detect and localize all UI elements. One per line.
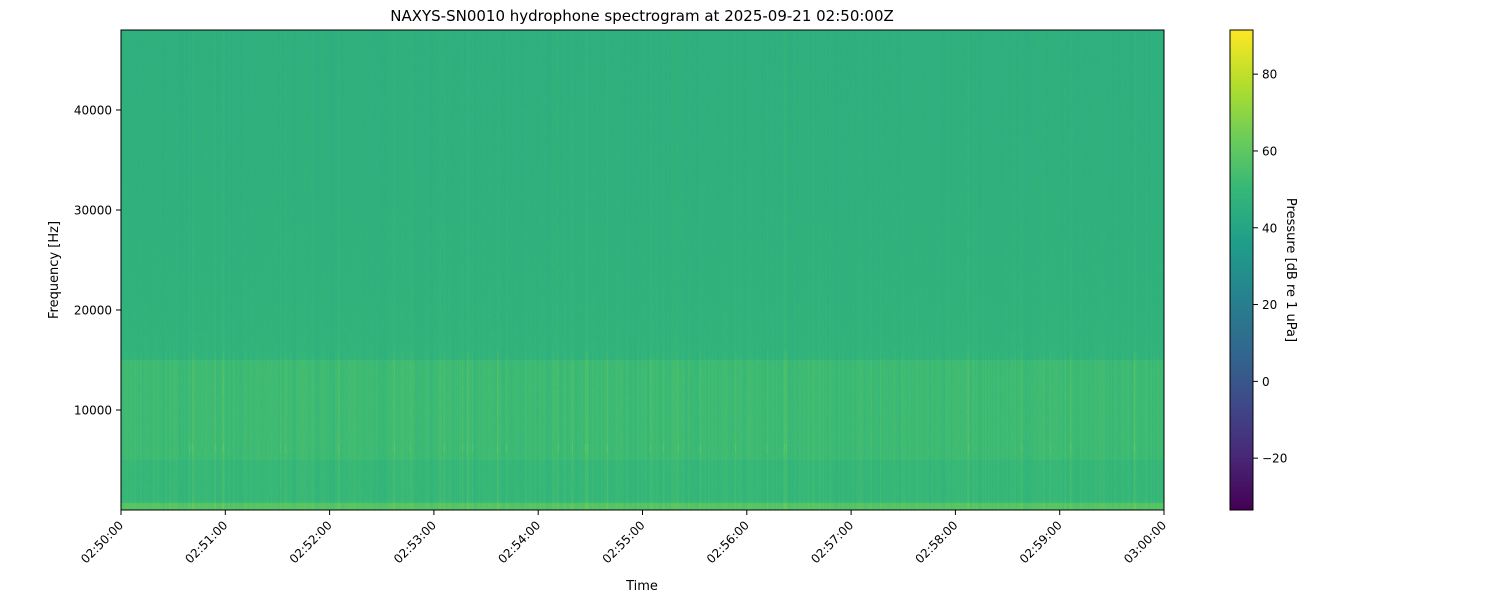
chart-title: NAXYS-SN0010 hydrophone spectrogram at 2… (390, 7, 894, 25)
y-tick-label: 40000 (74, 104, 112, 118)
x-tick-label: 02:59:00 (1017, 518, 1065, 566)
spectrogram-image (121, 30, 1164, 510)
x-tick-label: 02:56:00 (704, 518, 752, 566)
colorbar-label: Pressure [dB re 1 uPa] (1283, 198, 1298, 342)
x-tick-label: 02:54:00 (495, 518, 543, 566)
x-tick-label: 02:57:00 (808, 518, 856, 566)
x-tick-label: 02:58:00 (913, 518, 961, 566)
x-tick-label: 02:52:00 (287, 518, 335, 566)
x-tick-label: 02:53:00 (391, 518, 439, 566)
plot-frame (120, 29, 1165, 511)
y-tick-label: 20000 (74, 304, 112, 318)
colorbar-tick-label: 20 (1262, 298, 1277, 312)
x-tick-label: 02:55:00 (600, 518, 648, 566)
x-axis-label: Time (625, 579, 658, 594)
y-tick-label: 10000 (74, 404, 112, 418)
colorbar-tick-label: −20 (1262, 452, 1287, 466)
y-axis-label: Frequency [Hz] (47, 221, 62, 319)
colorbar-tick-label: 60 (1262, 144, 1277, 158)
colorbar-tick-label: 0 (1262, 375, 1270, 389)
x-tick-label: 02:51:00 (182, 518, 230, 566)
x-tick-label: 02:50:00 (78, 518, 126, 566)
y-tick-label: 30000 (74, 204, 112, 218)
colorbar-gradient (1230, 30, 1253, 510)
colorbar-tick-label: 80 (1262, 68, 1277, 82)
colorbar-tick-label: 40 (1262, 221, 1277, 235)
colorbar-frame (1229, 29, 1254, 511)
x-tick-label: 03:00:00 (1121, 518, 1169, 566)
